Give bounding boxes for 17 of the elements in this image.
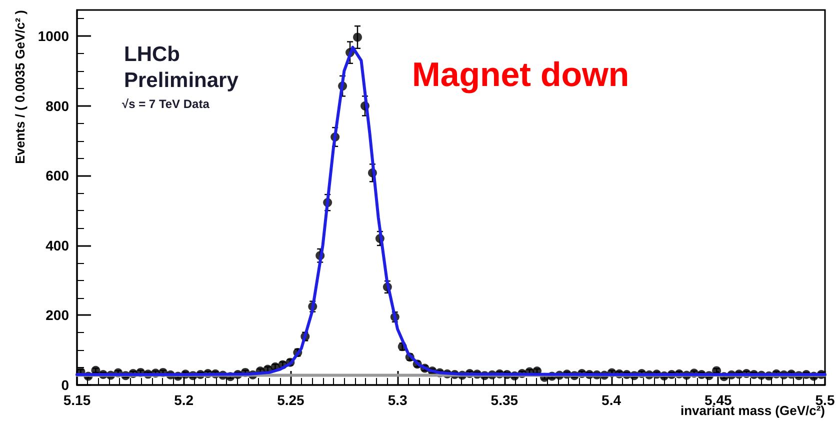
x-tick-label: 5.2 [174,392,194,408]
y-tick-label: 800 [46,98,70,114]
x-tick-label: 5.25 [277,392,305,408]
y-tick-label: 0 [61,377,70,393]
x-tick-label: 5.35 [490,392,518,408]
annotation: √s = 7 TeV Data [122,97,210,111]
annotation: LHCb [124,43,180,66]
annotation: Preliminary [124,69,239,92]
y-tick-label: 1000 [38,28,70,44]
x-tick-label: 5.3 [388,392,408,408]
y-axis-title: Events / ( 0.0035 GeV/c² ) [12,10,28,164]
y-tick-label: 400 [46,237,70,254]
y-tick-label: 600 [46,168,70,184]
x-tick-label: 5.15 [63,392,91,408]
x-tick-label: 5.4 [602,392,622,408]
y-tick-label: 200 [46,307,70,324]
annotation: Magnet down [412,56,630,94]
